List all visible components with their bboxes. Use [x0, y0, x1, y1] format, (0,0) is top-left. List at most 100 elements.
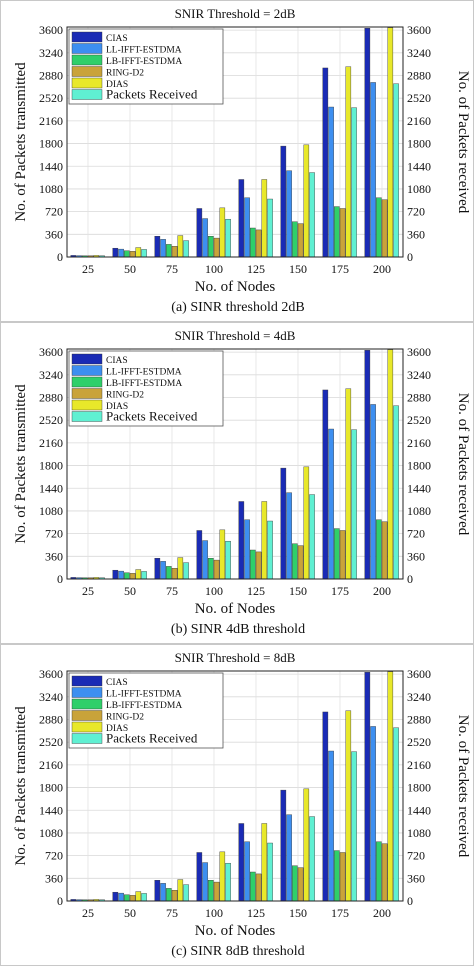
bar — [160, 561, 166, 580]
bar — [280, 789, 287, 902]
x-tick-label: 25 — [82, 262, 94, 276]
y-tick-label-right: 2160 — [407, 436, 431, 450]
bar — [244, 519, 250, 580]
y-tick-label-left: 0 — [57, 894, 63, 908]
bar — [387, 349, 394, 580]
bar — [112, 891, 119, 902]
bar — [351, 429, 357, 580]
bar — [261, 179, 268, 258]
legend-label: LL-IFFT-ESTDMA — [106, 46, 182, 56]
bar — [297, 867, 304, 902]
bar — [124, 572, 130, 580]
bar — [376, 197, 382, 258]
y-tick-label-right: 3600 — [407, 667, 431, 681]
bar — [129, 573, 136, 580]
y-tick-label-right: 720 — [407, 849, 425, 863]
bar — [370, 404, 376, 580]
y-tick-label-left: 1080 — [39, 182, 63, 196]
x-tick-label: 50 — [124, 262, 136, 276]
bar — [213, 559, 220, 580]
bar — [381, 843, 388, 902]
y-tick-label-right: 1080 — [407, 504, 431, 518]
bar — [339, 530, 346, 580]
bar — [141, 893, 147, 902]
bar — [160, 239, 166, 258]
bar — [387, 27, 394, 258]
bar — [208, 236, 214, 258]
y-tick-label-right: 0 — [407, 250, 413, 264]
bar — [213, 237, 220, 258]
bar — [364, 28, 371, 258]
bar — [334, 206, 340, 258]
x-tick-label: 50 — [124, 906, 136, 920]
chart-title: SNIR Threshold = 4dB — [175, 328, 296, 343]
legend-label: DIAS — [106, 402, 128, 412]
bar — [393, 405, 399, 580]
y-tick-label-right: 1080 — [407, 182, 431, 196]
legend-label: DIAS — [106, 80, 128, 90]
bar — [286, 170, 292, 258]
y-tick-label-left: 360 — [45, 871, 63, 885]
y-tick-label-right: 2520 — [407, 735, 431, 749]
legend-swatch — [71, 77, 103, 89]
bar — [370, 726, 376, 902]
bar — [376, 841, 382, 902]
chart-title: SNIR Threshold = 8dB — [175, 650, 296, 665]
chart-svg-c: 0 0 360 360 720 720 1080 1080 1440 1440 1800 1800 21… — [13, 650, 471, 939]
x-tick-label: 125 — [247, 584, 265, 598]
y-tick-label-right: 3240 — [407, 690, 431, 704]
bar — [166, 566, 172, 580]
bar — [154, 558, 161, 580]
bar — [154, 236, 161, 258]
y-tick-label-right: 720 — [407, 205, 425, 219]
legend-swatch — [71, 43, 103, 54]
y-tick-label-right: 1080 — [407, 826, 431, 840]
chart-panel-c: 0 0 360 360 720 720 1080 1080 1440 1440 1800 1800 21… — [0, 644, 474, 966]
bar — [267, 842, 273, 902]
y-tick-label-left: 1440 — [39, 803, 63, 817]
legend-label: LB-IFFT-ESTDMA — [106, 379, 182, 389]
bar — [141, 571, 147, 580]
bar — [345, 388, 352, 580]
bar — [345, 66, 352, 258]
bar — [238, 179, 245, 258]
caption-a: (a) SINR threshold 2dB — [171, 300, 305, 315]
y-tick-label-left: 3240 — [39, 46, 63, 60]
legend-label: Packets Received — [106, 731, 198, 746]
y-tick-label-left: 2880 — [39, 69, 63, 83]
x-tick-label: 150 — [289, 906, 307, 920]
bar — [309, 172, 315, 258]
bar — [292, 865, 298, 902]
y-tick-label-left: 1800 — [39, 459, 63, 473]
bar — [303, 466, 310, 580]
bar — [196, 530, 203, 580]
y-tick-label-left: 2880 — [39, 391, 63, 405]
legend-label: DIAS — [106, 724, 128, 734]
chart-svg-a: 0 0 360 360 720 720 1080 1080 1440 1440 1800 1800 21… — [13, 6, 471, 295]
bar — [250, 871, 256, 902]
legend-swatch — [71, 89, 103, 100]
legend-swatch — [71, 54, 103, 66]
y-tick-label-right: 1800 — [407, 781, 431, 795]
legend-label: LL-IFFT-ESTDMA — [106, 690, 182, 700]
x-tick-label: 100 — [205, 262, 223, 276]
caption-b: (b) SINR 4dB threshold — [170, 622, 306, 637]
x-tick-label: 25 — [82, 906, 94, 920]
bar — [135, 569, 142, 580]
legend-swatch — [71, 353, 103, 365]
legend-label: LB-IFFT-ESTDMA — [106, 701, 182, 711]
chart-panel-b: 0 0 360 360 720 720 1080 1080 1440 1440 1800 1800 21… — [0, 322, 474, 644]
x-axis-label: No. of Nodes — [195, 601, 276, 617]
y-tick-label-left: 2160 — [39, 114, 63, 128]
legend-swatch — [71, 31, 103, 43]
y-tick-label-left: 360 — [45, 549, 63, 563]
legend-label: RING-D2 — [106, 391, 144, 401]
y-tick-label-right: 0 — [407, 572, 413, 586]
bar — [376, 519, 382, 580]
bar — [261, 823, 268, 902]
legend-swatch — [71, 675, 103, 687]
bar — [202, 862, 208, 902]
legend-swatch — [71, 388, 103, 399]
bar — [280, 145, 287, 258]
y-tick-label-right: 1800 — [407, 137, 431, 151]
